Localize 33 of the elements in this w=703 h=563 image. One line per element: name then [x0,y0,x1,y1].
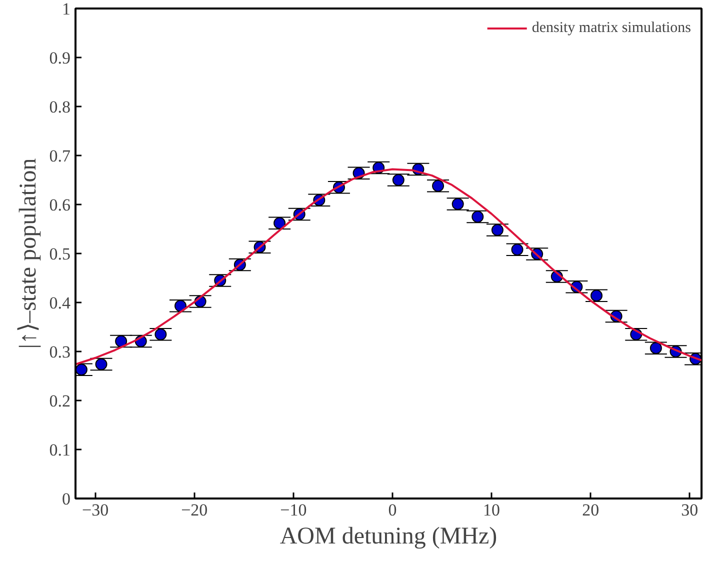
point [274,217,286,230]
y-tick-label: 0.5 [49,244,70,264]
y-axis-title: |↑⟩–state population [15,158,42,349]
point [154,328,167,340]
y-tick-label: 0.2 [49,392,70,410]
point [590,290,603,302]
point [432,180,444,192]
x-tick-label: 0 [388,500,397,520]
y-tick-label: 0.1 [49,440,70,460]
x-tick-label: −20 [181,500,208,520]
y-tick-label: 0.6 [49,196,70,214]
point [392,174,404,186]
point [650,342,662,354]
point [76,364,88,376]
point [115,335,128,348]
x-tick-label: 10 [483,500,500,520]
x-tick-label: 30 [681,500,698,520]
legend-label: density matrix simulations [532,20,691,36]
point [452,198,464,210]
y-tick-label: 0.9 [49,48,70,68]
x-axis-title: AOM detuning (MHz) [280,524,498,550]
y-tick-label: 0.7 [49,146,71,166]
point [491,224,504,236]
point [472,210,484,223]
point [511,244,524,256]
y-tick-label: 0.3 [49,342,70,362]
y-tick-label: 0.8 [49,98,70,116]
x-tick-label: 20 [582,500,600,520]
point [95,358,108,370]
x-tick-label: −10 [280,500,307,520]
y-tick-label: 0.4 [49,294,71,312]
y-tick-label: 1 [62,0,70,18]
x-tick-label: −30 [82,500,109,520]
